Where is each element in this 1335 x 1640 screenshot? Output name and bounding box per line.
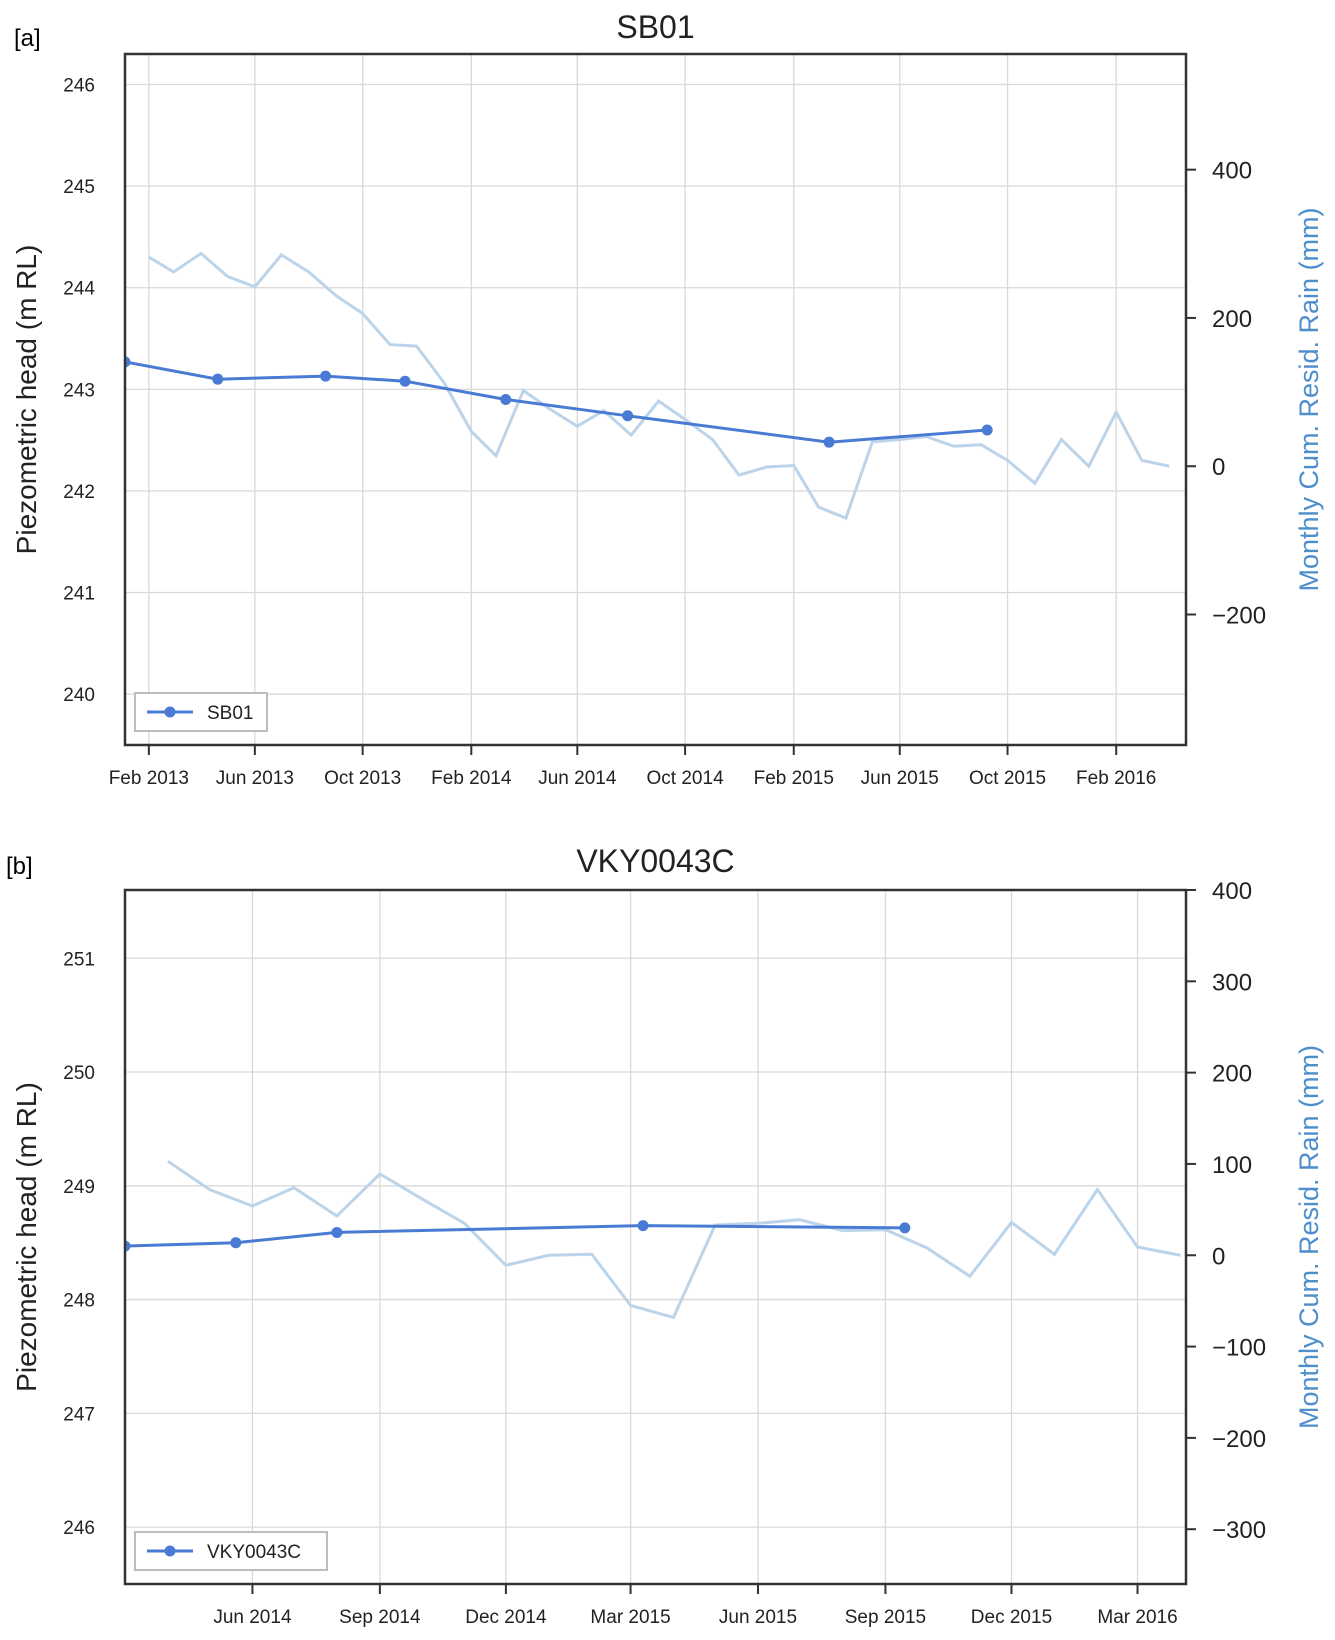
head-point bbox=[500, 394, 512, 405]
y-right-tick-label: −300 bbox=[1212, 1517, 1266, 1544]
y-tick-label: 240 bbox=[63, 685, 95, 706]
panel-label-b: [b] bbox=[6, 853, 33, 880]
head-point bbox=[622, 410, 634, 422]
chart-title: VKY0043C bbox=[576, 843, 734, 879]
y-axis-label-left: Piezometric head (m RL) bbox=[11, 245, 42, 555]
x-tick-label: Sep 2015 bbox=[845, 1607, 926, 1628]
y-right-tick-label: 0 bbox=[1212, 1243, 1225, 1270]
head-series-line bbox=[125, 1224, 905, 1248]
y-axis-label-right: Monthly Cum. Resid. Rain (mm) bbox=[1294, 1045, 1324, 1429]
x-tick-label: Oct 2014 bbox=[647, 768, 725, 789]
y-tick-label: 250 bbox=[63, 1063, 95, 1084]
y-right-tick-label: 200 bbox=[1212, 1061, 1252, 1088]
x-tick-label: Jun 2015 bbox=[719, 1607, 797, 1628]
x-tick-label: Jun 2015 bbox=[861, 768, 939, 789]
head-point bbox=[399, 375, 411, 387]
y-right-tick-label: 0 bbox=[1212, 454, 1225, 481]
y-right-tick-label: 400 bbox=[1212, 878, 1252, 905]
head-point bbox=[230, 1237, 242, 1249]
y-tick-label: 246 bbox=[63, 1518, 95, 1539]
chart-0: Feb 2013 Jun 2013 Oct 2013 Feb 2014 Jun 2014… bbox=[11, 9, 1324, 789]
legend-box bbox=[134, 692, 268, 732]
x-tick-label: Dec 2014 bbox=[465, 1607, 547, 1628]
y-tick-label: 245 bbox=[63, 177, 95, 198]
rain-series-line bbox=[148, 251, 1170, 521]
legend-marker bbox=[164, 706, 176, 718]
x-tick-label: Mar 2016 bbox=[1097, 1607, 1177, 1628]
x-tick-label: Feb 2016 bbox=[1076, 768, 1156, 789]
y-tick-label: 246 bbox=[63, 75, 95, 96]
legend-label: VKY0043C bbox=[207, 1542, 301, 1563]
x-tick-label: Sep 2014 bbox=[339, 1607, 421, 1628]
head-point bbox=[125, 1240, 131, 1252]
chart-title: SB01 bbox=[616, 9, 694, 45]
head-point bbox=[823, 436, 835, 448]
y-right-tick-label: 400 bbox=[1212, 158, 1252, 185]
head-point bbox=[899, 1222, 911, 1234]
x-tick-label: Mar 2015 bbox=[590, 1607, 670, 1628]
legend-marker bbox=[164, 1545, 176, 1557]
x-tick-label: Feb 2014 bbox=[431, 768, 512, 789]
x-tick-label: Jun 2013 bbox=[216, 768, 294, 789]
x-tick-label: Oct 2013 bbox=[324, 768, 401, 789]
head-point bbox=[125, 356, 131, 368]
y-tick-label: 244 bbox=[63, 279, 95, 300]
x-tick-label: Feb 2015 bbox=[754, 768, 834, 789]
y-right-tick-label: 100 bbox=[1212, 1152, 1252, 1179]
y-tick-label: 241 bbox=[63, 584, 95, 605]
rain-series-line bbox=[167, 1159, 1181, 1320]
head-point bbox=[320, 370, 332, 382]
y-axis-label-left: Piezometric head (m RL) bbox=[11, 1082, 42, 1392]
plot-frame bbox=[123, 888, 1188, 1586]
x-tick-label: Dec 2015 bbox=[971, 1607, 1052, 1628]
head-point bbox=[331, 1226, 343, 1238]
head-point bbox=[637, 1220, 649, 1232]
y-right-tick-label: 300 bbox=[1212, 969, 1252, 996]
y-tick-label: 251 bbox=[63, 949, 95, 970]
chart-1: Jun 2014 Sep 2014 Dec 2014 Mar 2015 Jun 2015… bbox=[11, 843, 1324, 1628]
legend-label: SB01 bbox=[207, 703, 253, 724]
y-right-tick-label: −200 bbox=[1212, 1426, 1266, 1453]
y-tick-label: 242 bbox=[63, 482, 95, 503]
y-right-tick-label: 200 bbox=[1212, 306, 1252, 333]
x-tick-label: Jun 2014 bbox=[538, 768, 617, 789]
x-tick-label: Jun 2014 bbox=[213, 1607, 292, 1628]
y-tick-label: 247 bbox=[63, 1404, 95, 1425]
x-tick-label: Feb 2013 bbox=[109, 768, 189, 789]
y-axis-label-right: Monthly Cum. Resid. Rain (mm) bbox=[1294, 207, 1324, 591]
head-series-line bbox=[125, 360, 988, 444]
plot-frame bbox=[123, 52, 1188, 747]
y-tick-label: 249 bbox=[63, 1177, 95, 1198]
y-right-tick-label: −200 bbox=[1212, 603, 1266, 630]
panel-label-a: [a] bbox=[14, 25, 41, 52]
y-tick-label: 243 bbox=[63, 380, 95, 401]
head-point bbox=[212, 373, 224, 385]
y-right-tick-label: −100 bbox=[1212, 1335, 1266, 1362]
head-point bbox=[981, 424, 993, 436]
x-tick-label: Oct 2015 bbox=[969, 768, 1046, 789]
y-tick-label: 248 bbox=[63, 1291, 95, 1312]
